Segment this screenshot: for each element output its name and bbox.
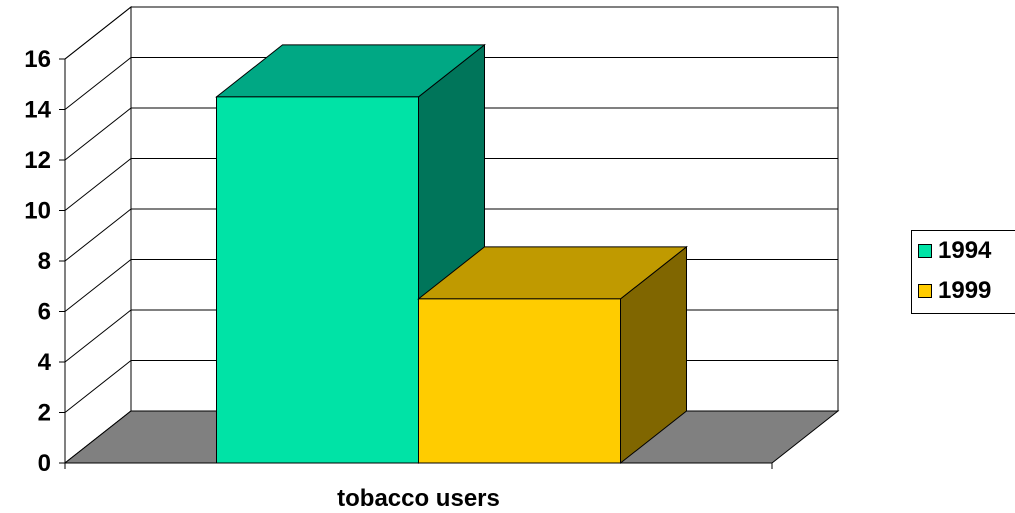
category-labels: tobacco users — [337, 485, 500, 512]
y-tick-label: 4 — [38, 349, 52, 376]
legend-label-1999: 1999 — [938, 277, 992, 304]
bar-1994 — [215, 43, 486, 465]
bars — [215, 43, 688, 465]
y-tick-label: 0 — [38, 450, 51, 477]
gridline — [64, 57, 838, 110]
y-tick-label: 6 — [38, 299, 51, 326]
legend-item-1999: 1999 — [918, 277, 991, 305]
gridline — [64, 6, 838, 60]
x-category-label: tobacco users — [337, 485, 500, 512]
legend: 1994 1999 — [911, 230, 1015, 314]
y-tick-label: 16 — [24, 46, 51, 73]
bar-1999 — [417, 245, 688, 465]
legend-item-1994: 1994 — [918, 237, 991, 265]
gridline — [64, 158, 838, 211]
bar-front-1999 — [418, 298, 621, 464]
legend-swatch-1999 — [918, 284, 932, 298]
y-tick-label: 12 — [24, 147, 51, 174]
gridline — [64, 208, 838, 262]
gridline — [64, 107, 838, 161]
y-tick-label: 14 — [24, 97, 51, 124]
y-tick-labels: 0 2 4 6 8 10 12 14 16 — [24, 46, 51, 477]
y-tick-label: 8 — [38, 248, 51, 275]
y-tick-label: 10 — [24, 198, 51, 225]
y-tick-label: 2 — [38, 400, 51, 427]
legend-swatch-1994 — [918, 244, 932, 258]
legend-label-1994: 1994 — [938, 237, 992, 264]
bar-front-1994 — [216, 96, 419, 464]
